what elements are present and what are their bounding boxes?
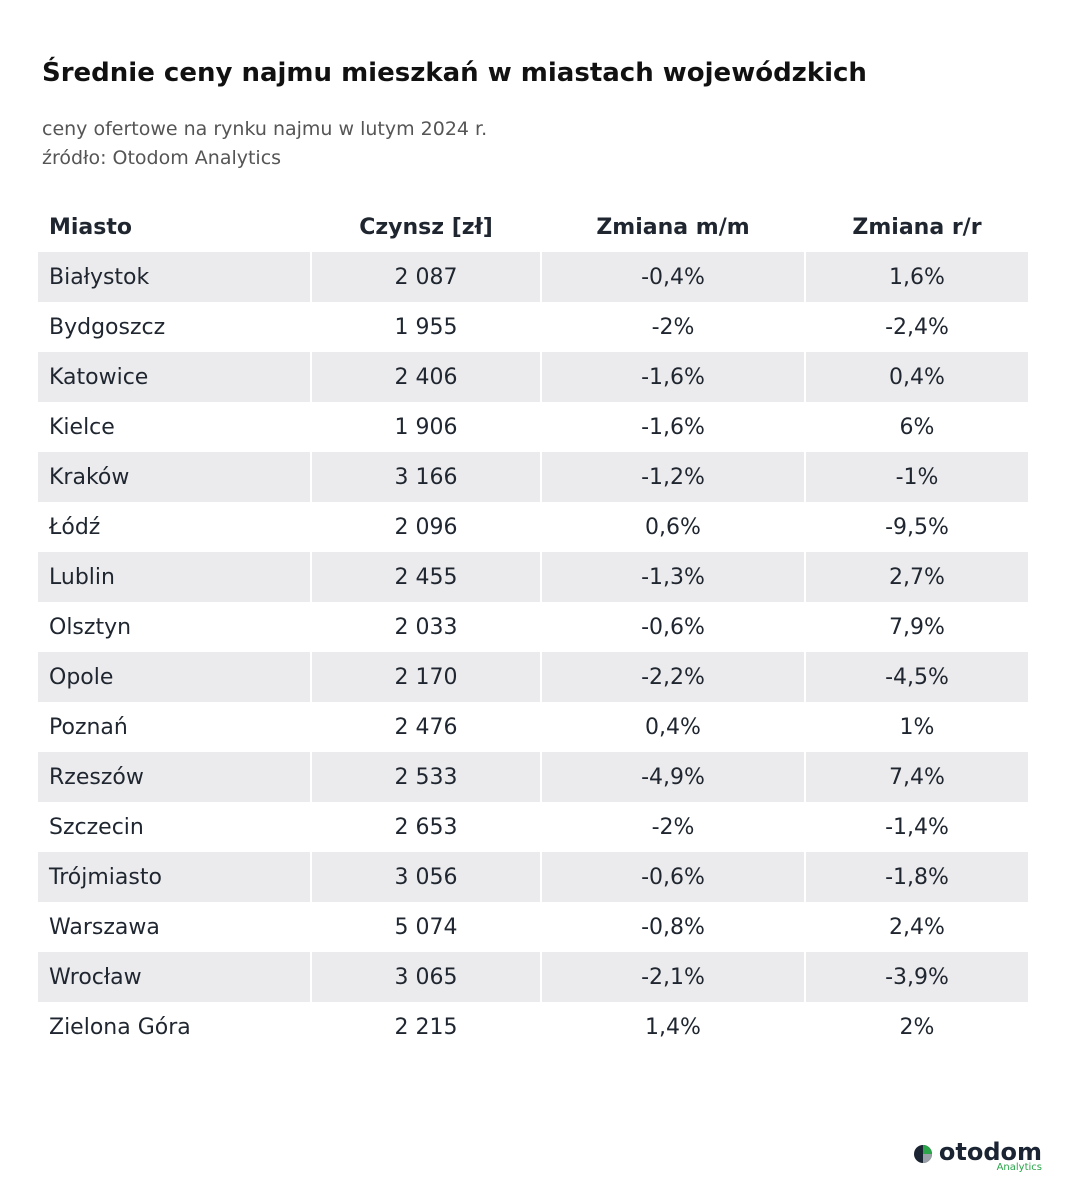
table-cell: 0,6% (645, 514, 701, 540)
table-row: Bydgoszcz 1 955 -2% -2,4% (38, 302, 1028, 352)
table-cell: Warszawa (49, 914, 160, 940)
column-header: Zmiana r/r (852, 214, 982, 240)
table-cell: -2,1% (542, 952, 804, 1002)
table-cell: -1,6% (542, 352, 804, 402)
header-row: Miasto Czynsz [zł] Zmiana m/m Zmiana r/r (38, 202, 1028, 252)
table-cell: Szczecin (49, 814, 144, 840)
table-cell: -2,2% (542, 652, 804, 702)
table-cell: Bydgoszcz (49, 314, 166, 340)
table-cell: Łódź (49, 514, 101, 540)
table-cell: 1 906 (394, 414, 458, 440)
table-row: Warszawa 5 074 -0,8% 2,4% (38, 902, 1028, 952)
table: Miasto Czynsz [zł] Zmiana m/m Zmiana r/r Bia… (38, 202, 1028, 1052)
table-cell: 7,9% (889, 614, 945, 640)
table-cell: 3 166 (312, 452, 540, 502)
table-cell: Olsztyn (49, 614, 132, 640)
table-cell: 2 406 (312, 352, 540, 402)
table-cell: 1 955 (394, 314, 458, 340)
table-cell: -1,6% (641, 414, 705, 440)
table-row: Olsztyn 2 033 -0,6% 7,9% (38, 602, 1028, 652)
table-cell: Lublin (38, 552, 310, 602)
logo: otodom Analytics (913, 1138, 1042, 1173)
table-cell: Opole (38, 652, 310, 702)
table-cell: -1,3% (542, 552, 804, 602)
table-cell: 2 215 (394, 1014, 458, 1040)
title: Średnie ceny najmu mieszkań w miastach w… (42, 58, 867, 88)
table-cell: -0,6% (641, 614, 705, 640)
table-cell: 5 074 (394, 914, 458, 940)
column-header: Zmiana m/m (596, 214, 750, 240)
table-row: Łódź 2 096 0,6% -9,5% (38, 502, 1028, 552)
table-row: Kielce 1 906 -1,6% 6% (38, 402, 1028, 452)
table-row: Kraków 3 166 -1,2% -1% (38, 452, 1028, 502)
table-cell: 1,4% (645, 1014, 701, 1040)
logo-sub: Analytics (996, 1162, 1042, 1173)
table-cell: 2 096 (394, 514, 458, 540)
table-cell: Białystok (38, 252, 310, 302)
table-cell: Kielce (49, 414, 115, 440)
table-cell: 2 033 (394, 614, 458, 640)
table-cell: 2 170 (312, 652, 540, 702)
table-row: Szczecin 2 653 -2% -1,4% (38, 802, 1028, 852)
table-row: Lublin 2 455 -1,3% 2,7% (38, 552, 1028, 602)
table-cell: 3 056 (312, 852, 540, 902)
table-cell: 2 476 (394, 714, 458, 740)
table-cell: 2,4% (889, 914, 945, 940)
table-row: Katowice 2 406 -1,6% 0,4% (38, 352, 1028, 402)
table-row: Zielona Góra 2 215 1,4% 2% (38, 1002, 1028, 1052)
table-cell: -2,4% (885, 314, 949, 340)
table-cell: -2% (651, 814, 695, 840)
table-cell: -0,4% (542, 252, 804, 302)
logo-name: otodom (913, 1138, 1042, 1166)
table-cell: -1,8% (806, 852, 1028, 902)
table-cell: 2 653 (394, 814, 458, 840)
table-cell: -1,4% (885, 814, 949, 840)
table-cell: 2 087 (312, 252, 540, 302)
table-row: Wrocław 3 065 -2,1% -3,9% (38, 952, 1028, 1002)
table-cell: 2,7% (806, 552, 1028, 602)
table-cell: -4,5% (806, 652, 1028, 702)
table-cell: 1% (899, 714, 935, 740)
table-cell: Katowice (38, 352, 310, 402)
table-cell: 2 455 (312, 552, 540, 602)
table-cell: -3,9% (806, 952, 1028, 1002)
table-cell: Poznań (49, 714, 128, 740)
logo-icon (913, 1145, 932, 1163)
source: źródło: Otodom Analytics (42, 147, 282, 169)
table-cell: Wrocław (38, 952, 310, 1002)
table-cell: 2 533 (312, 752, 540, 802)
table-cell: 0,4% (645, 714, 701, 740)
table-cell: -1% (806, 452, 1028, 502)
table-cell: Zielona Góra (49, 1014, 191, 1040)
table-row: Rzeszów 2 533 -4,9% 7,4% (38, 752, 1028, 802)
column-header: Czynsz [zł] (359, 214, 493, 240)
table-row: Opole 2 170 -2,2% -4,5% (38, 652, 1028, 702)
table-cell: 1,6% (806, 252, 1028, 302)
table-cell: -0,8% (641, 914, 705, 940)
table-cell: 3 065 (312, 952, 540, 1002)
table-row: Białystok 2 087 -0,4% 1,6% (38, 252, 1028, 302)
table-cell: -1,2% (542, 452, 804, 502)
table-cell: Rzeszów (38, 752, 310, 802)
table-cell: 7,4% (806, 752, 1028, 802)
table-row: Poznań 2 476 0,4% 1% (38, 702, 1028, 752)
table-cell: 6% (899, 414, 935, 440)
table-cell: -9,5% (885, 514, 949, 540)
table-cell: Trójmiasto (38, 852, 310, 902)
table-cell: 2% (899, 1014, 935, 1040)
subtitle: ceny ofertowe na rynku najmu w lutym 202… (42, 118, 488, 140)
logo-text: otodom (938, 1138, 1042, 1166)
column-header: Miasto (49, 214, 133, 240)
table-cell: -4,9% (542, 752, 804, 802)
table-row: Trójmiasto 3 056 -0,6% -1,8% (38, 852, 1028, 902)
table-cell: -0,6% (542, 852, 804, 902)
table-cell: Kraków (38, 452, 310, 502)
table-cell: 0,4% (806, 352, 1028, 402)
table-cell: -2% (651, 314, 695, 340)
